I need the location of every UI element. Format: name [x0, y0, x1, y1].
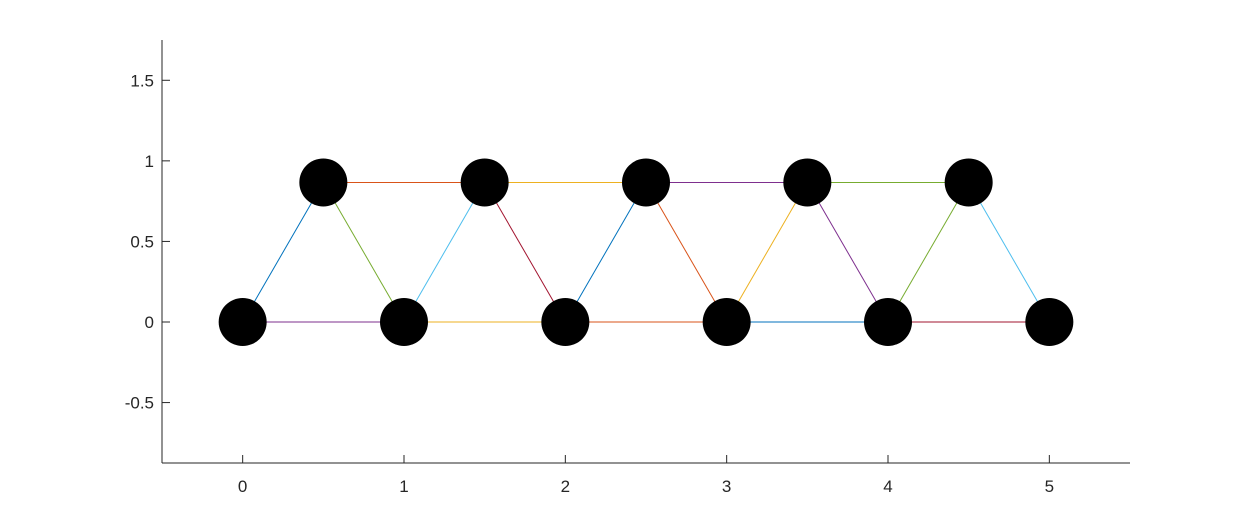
y-tick-label-3: 1: [145, 152, 154, 171]
edge-line-10: [645, 182, 728, 323]
node-marker-6: [702, 298, 751, 346]
edge-line-14: [806, 182, 889, 323]
x-tick-label-5: 5: [1045, 477, 1054, 496]
y-tick-label-0: -0.5: [125, 394, 154, 413]
node-marker-5: [622, 158, 670, 207]
edges-layer: [242, 181, 1050, 323]
axes-layer: 0 1 2 3 4 5 -0.5 0 0.5 1 1.5: [125, 40, 1130, 496]
x-tick-label-0: 0: [238, 477, 247, 496]
node-marker-4: [541, 298, 590, 346]
nodes-layer: [218, 158, 1074, 346]
y-tick-label-1: 0: [145, 313, 154, 332]
y-tick-label-4: 1.5: [130, 71, 154, 90]
edge-line-8: [564, 182, 647, 323]
edge-line-16: [887, 182, 970, 323]
node-marker-10: [1025, 298, 1074, 346]
edge-line-0: [242, 182, 324, 323]
node-marker-9: [944, 158, 993, 207]
x-tick-label-1: 1: [399, 477, 408, 496]
edge-line-6: [484, 182, 566, 323]
node-marker-1: [299, 158, 348, 207]
edge-line-18: [968, 182, 1050, 323]
node-marker-8: [864, 298, 912, 346]
edge-line-12: [726, 182, 808, 323]
x-tick-label-2: 2: [561, 477, 570, 496]
node-marker-3: [460, 158, 509, 207]
edge-line-2: [322, 182, 405, 323]
node-marker-7: [783, 158, 832, 207]
node-marker-0: [218, 298, 267, 346]
y-tick-label-2: 0.5: [130, 232, 154, 251]
edge-line-4: [403, 182, 486, 323]
x-tick-label-3: 3: [722, 477, 731, 496]
node-marker-2: [380, 298, 428, 346]
x-tick-label-4: 4: [883, 477, 892, 496]
